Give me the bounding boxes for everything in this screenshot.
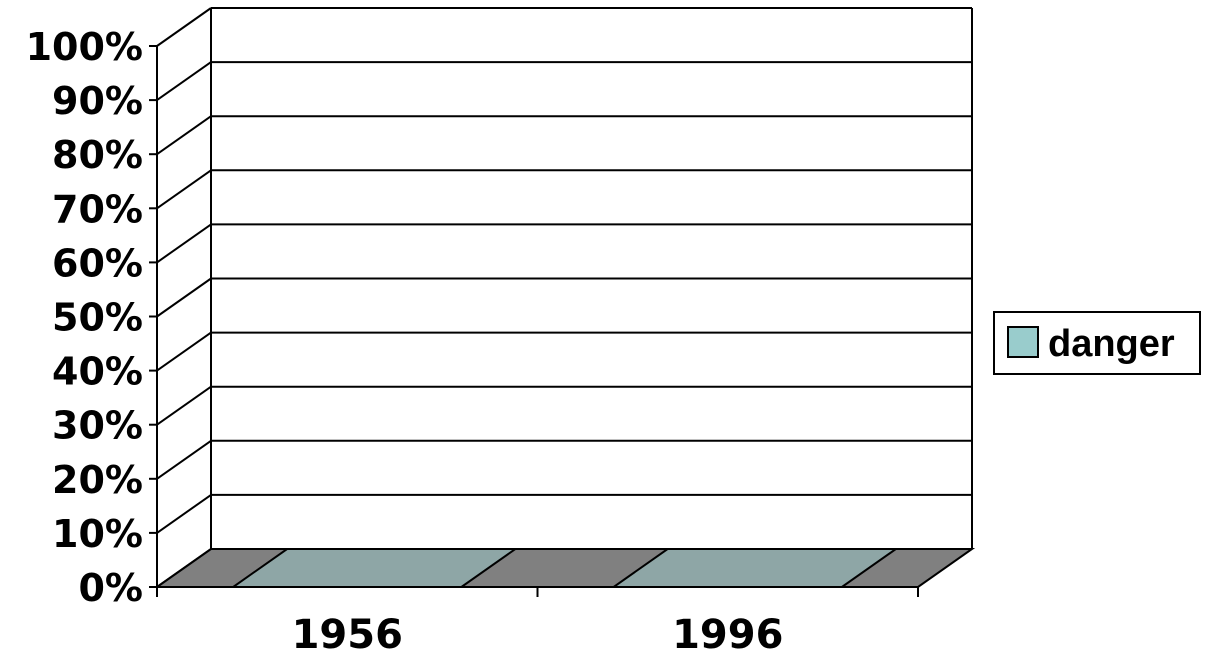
x-axis-tick-labels: 1956 1996: [292, 612, 784, 653]
y-axis-tick-label: 30%: [52, 404, 143, 448]
gridlines: [156, 7, 973, 588]
x-axis-tick-label: 1996: [672, 612, 783, 653]
side-wall-gridline: [156, 61, 212, 101]
y-axis-tick-label: 20%: [52, 458, 143, 502]
side-wall-gridline: [156, 169, 212, 210]
legend-label-danger: danger: [1048, 323, 1175, 365]
side-wall-gridline: [156, 7, 212, 47]
y-axis-tick-label: 40%: [52, 350, 143, 394]
y-axis-tick-label: 60%: [52, 241, 143, 285]
side-wall-gridline: [156, 385, 212, 426]
legend-swatch-danger: [1007, 326, 1039, 358]
y-axis-tick-label: 10%: [52, 512, 143, 556]
legend: danger: [993, 311, 1201, 375]
y-axis-tick-label: 0%: [78, 566, 143, 610]
x-axis-tick-label: 1956: [292, 612, 403, 653]
y-axis-tick-label: 80%: [52, 133, 143, 177]
side-wall-gridline: [156, 277, 212, 318]
side-wall-gridline: [156, 494, 212, 534]
y-axis-tick-labels: 0% 10% 20% 30% 40% 50% 60% 70% 80% 90% 100%: [26, 25, 143, 610]
y-axis-tick-label: 90%: [52, 79, 143, 123]
y-axis-tick-label: 50%: [52, 296, 143, 340]
side-wall-gridline: [156, 115, 212, 156]
side-wall-gridline: [156, 331, 212, 372]
side-wall-gridline: [156, 439, 212, 480]
y-axis-tick-label: 70%: [52, 187, 143, 231]
y-axis-tick-label: 100%: [26, 25, 143, 69]
side-wall-gridline: [156, 223, 212, 264]
axes: [149, 45, 919, 597]
